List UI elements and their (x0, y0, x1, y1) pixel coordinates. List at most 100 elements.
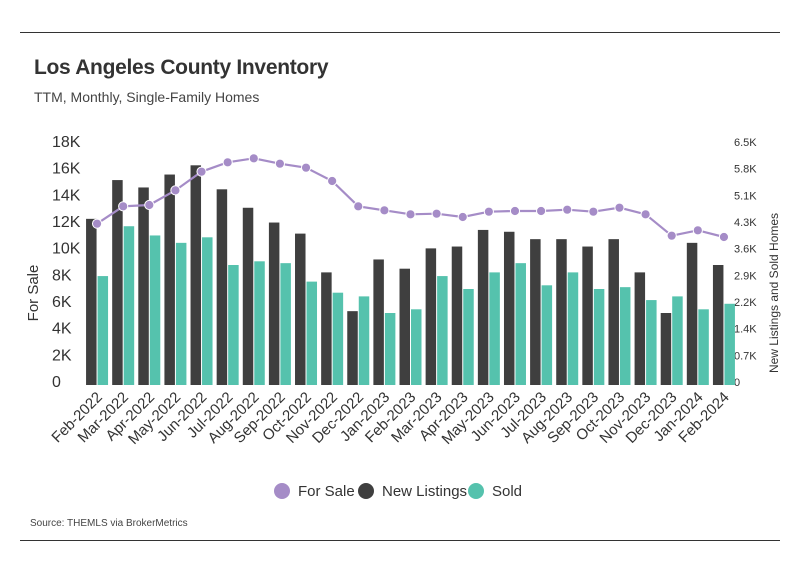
for-sale-point (666, 230, 677, 241)
y-axis-title: For Sale (25, 265, 42, 322)
bar-new-listings (425, 248, 437, 385)
for-sale-point (248, 153, 259, 164)
bar-new-listings (268, 222, 280, 385)
legend-for-sale-marker (274, 483, 290, 499)
bar-new-listings (112, 180, 123, 385)
bar-new-listings (216, 189, 228, 385)
y-tick-label: 14K (52, 187, 81, 204)
legend-sold-label: Sold (492, 483, 522, 500)
bar-new-listings (347, 311, 358, 385)
bar-new-listings (477, 229, 489, 385)
bar-new-listings (86, 218, 97, 385)
bar-new-listings (138, 187, 149, 385)
bar-sold (567, 272, 579, 385)
bar-sold (149, 235, 161, 385)
for-sale-point (118, 201, 129, 212)
legend-new-listings-label: New Listings (382, 483, 467, 500)
y-tick-label: 8K (52, 267, 72, 284)
bar-sold (411, 309, 422, 385)
y2-tick-label: 2.2K (734, 297, 757, 309)
bar-sold (489, 272, 500, 385)
bar-sold (698, 309, 709, 385)
bar-sold (384, 313, 396, 385)
for-sale-point (692, 225, 703, 236)
bar-sold (672, 296, 683, 385)
bar-new-listings (686, 242, 698, 385)
for-sale-point (170, 185, 181, 196)
y2-tick-label: 4.3K (734, 217, 757, 229)
chart-subtitle: TTM, Monthly, Single-Family Homes (34, 89, 260, 105)
bar-sold (332, 292, 344, 385)
y2-tick-label: 3.6K (734, 244, 757, 256)
y2-tick-label: 5.8K (734, 164, 757, 176)
bar-new-listings (190, 165, 202, 385)
for-sale-point (353, 201, 364, 212)
bar-sold (254, 261, 265, 385)
y2-tick-label: 1.4K (734, 324, 757, 336)
bar-sold (97, 276, 109, 385)
bar-new-listings (556, 239, 567, 385)
bar-sold (619, 287, 631, 385)
bar-sold (202, 237, 213, 385)
y-tick-label: 4K (52, 321, 72, 338)
for-sale-point (196, 166, 207, 177)
y-tick-label: 12K (52, 214, 81, 231)
for-sale-point (457, 211, 468, 223)
bar-new-listings (503, 231, 515, 385)
for-sale-point (509, 205, 521, 217)
bar-new-listings (373, 259, 384, 385)
for-sale-point (405, 209, 416, 220)
for-sale-point (222, 157, 233, 168)
bar-sold (280, 263, 291, 385)
bar-new-listings (608, 239, 619, 385)
bar-new-listings (451, 246, 463, 385)
for-sale-point (562, 204, 573, 215)
y2-tick-label: 2.9K (734, 270, 757, 282)
bar-sold (175, 242, 187, 385)
bar-new-listings (295, 233, 306, 385)
bar-sold (358, 296, 370, 385)
y2-axis-title: New Listings and Sold Homes (767, 213, 781, 373)
bar-new-listings (164, 174, 175, 385)
bar-new-listings (634, 272, 646, 385)
for-sale-point (300, 162, 312, 173)
legend-new-listings-marker (358, 483, 374, 499)
bar-sold (646, 300, 657, 385)
for-sale-point (379, 205, 390, 216)
for-sale-point (718, 231, 730, 243)
for-sale-point (91, 218, 103, 229)
bar-new-listings (582, 246, 593, 385)
bar-sold (541, 285, 553, 385)
y-tick-label: 6K (52, 294, 72, 311)
bar-sold (228, 265, 239, 385)
for-sale-point (327, 175, 338, 187)
legend-for-sale-label: For Sale (298, 483, 355, 500)
bar-sold (306, 281, 318, 385)
source-note: Source: THEMLS via BrokerMetrics (30, 518, 188, 529)
y2-tick-label: 0.7K (734, 350, 757, 362)
bar-sold (463, 289, 474, 385)
for-sale-point (483, 206, 494, 217)
y-tick-label: 18K (52, 134, 81, 151)
y2-tick-label: 0 (734, 377, 740, 389)
y-tick-label: 0 (52, 374, 61, 391)
y-tick-label: 16K (52, 161, 81, 178)
bar-new-listings (321, 272, 332, 385)
bar-new-listings (660, 313, 672, 385)
y-tick-label: 10K (52, 241, 81, 258)
bar-sold (515, 263, 526, 385)
bar-sold (437, 276, 448, 385)
for-sale-point (614, 202, 625, 213)
y-tick-label: 2K (52, 347, 72, 364)
y2-tick-label: 5.1K (734, 190, 757, 202)
for-sale-point (588, 206, 599, 217)
y2-tick-label: 6.5K (734, 137, 757, 149)
top-rule (20, 32, 780, 33)
legend-sold-marker (468, 483, 484, 499)
bar-new-listings (399, 268, 410, 385)
bar-new-listings (530, 239, 541, 385)
bar-sold (123, 226, 135, 385)
chart-title: Los Angeles County Inventory (34, 56, 329, 79)
bar-sold (724, 303, 735, 385)
